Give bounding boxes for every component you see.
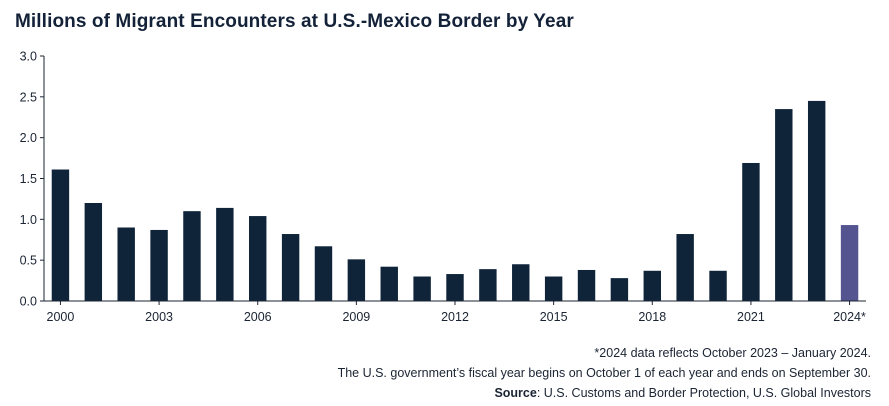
- chart-notes: *2024 data reflects October 2023 – Janua…: [338, 343, 871, 403]
- source-text: : U.S. Customs and Border Protection, U.…: [536, 386, 871, 400]
- bar-2004: [183, 211, 201, 301]
- x-tick-label: 2012: [441, 310, 469, 324]
- x-tick-label: 2006: [244, 310, 272, 324]
- y-tick-label: 0.5: [20, 254, 37, 268]
- footnote-2024: *2024 data reflects October 2023 – Janua…: [594, 346, 871, 360]
- bar-2019: [676, 234, 694, 301]
- source-note: Source: U.S. Customs and Border Protecti…: [338, 383, 871, 403]
- bar-2010: [380, 266, 398, 301]
- bar-2015: [544, 276, 563, 301]
- y-tick-label: 2.0: [20, 131, 37, 145]
- bar-2023: [807, 100, 826, 302]
- x-tick-label: 2024*: [833, 310, 866, 324]
- x-tick-label: 2018: [638, 310, 666, 324]
- bar-2018: [643, 270, 661, 301]
- y-axis: 0.0 0.5 1.0 1.5 2.0 2.5 3.0: [20, 50, 45, 309]
- bar-2003: [150, 229, 168, 301]
- bar-2016: [577, 269, 596, 301]
- bar-2013: [479, 269, 497, 301]
- bar-2005: [216, 207, 234, 301]
- y-tick-label: 1.5: [20, 172, 37, 186]
- y-tick-label: 0.0: [20, 295, 37, 309]
- y-tick-label: 1.0: [20, 213, 37, 227]
- bar-2002: [117, 227, 135, 301]
- x-tick-label: 2015: [540, 310, 568, 324]
- bar-2020: [709, 270, 727, 301]
- bar-2012: [446, 274, 464, 301]
- y-tick-label: 2.5: [20, 90, 37, 104]
- bar-2021: [742, 162, 760, 301]
- bar-2009: [347, 259, 366, 301]
- x-axis: 2000 2003 2006 2009 2012 2015 2018 2021 2024*: [44, 300, 866, 324]
- chart-title: Millions of Migrant Encounters at U.S.-M…: [15, 11, 574, 32]
- x-tick-label: 2000: [47, 310, 75, 324]
- bar-chart: 0.00.51.01.52.02.53.0 2000 2003 2006 2009 20…: [20, 50, 866, 325]
- bar-2000: [51, 169, 70, 301]
- bars: [51, 100, 859, 302]
- bar-2024: [840, 225, 859, 301]
- x-tick-label: 2009: [342, 310, 370, 324]
- bar-2001: [84, 203, 103, 301]
- x-tick-label: 2003: [145, 310, 173, 324]
- bar-2011: [413, 276, 431, 301]
- bar-2006: [249, 216, 267, 301]
- x-tick-label: 2021: [737, 310, 765, 324]
- bar-2007: [281, 234, 300, 301]
- bar-2014: [512, 264, 530, 301]
- y-tick-label: 3.0: [20, 50, 37, 64]
- bar-2022: [775, 109, 793, 301]
- bar-2017: [610, 278, 629, 301]
- bar-2008: [314, 246, 333, 301]
- footnote-fiscal-year: The U.S. government’s fiscal year begins…: [337, 366, 871, 380]
- source-label: Source: [494, 386, 537, 400]
